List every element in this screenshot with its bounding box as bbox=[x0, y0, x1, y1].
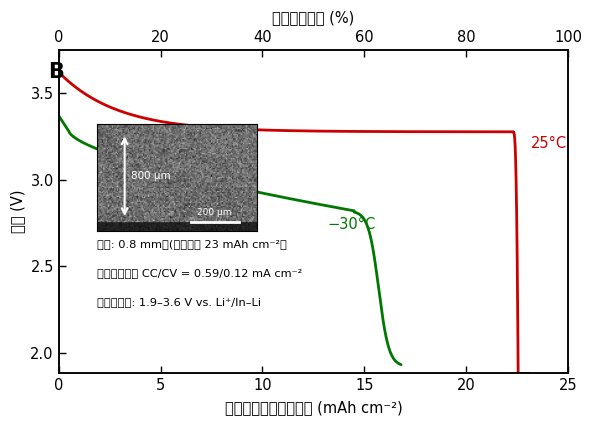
Text: −30°C: −30°C bbox=[328, 217, 376, 232]
X-axis label: 活物質利用率 (%): 活物質利用率 (%) bbox=[272, 10, 355, 25]
Text: 充電と放電： CC/CV = 0.59/0.12 mA cm⁻²: 充電と放電： CC/CV = 0.59/0.12 mA cm⁻² bbox=[97, 268, 302, 278]
Text: B: B bbox=[49, 62, 65, 82]
Y-axis label: 電圧 (V): 電圧 (V) bbox=[9, 190, 25, 233]
X-axis label: 電極面積あたりの容量 (mAh cm⁻²): 電極面積あたりの容量 (mAh cm⁻²) bbox=[224, 400, 403, 415]
Text: 25°C: 25°C bbox=[530, 136, 567, 151]
Text: 厚み: 0.8 mm　(理論容量 23 mAh cm⁻²）: 厚み: 0.8 mm (理論容量 23 mAh cm⁻²） bbox=[97, 239, 287, 249]
Text: カットオフ: 1.9–3.6 V vs. Li⁺/In–Li: カットオフ: 1.9–3.6 V vs. Li⁺/In–Li bbox=[97, 298, 261, 307]
